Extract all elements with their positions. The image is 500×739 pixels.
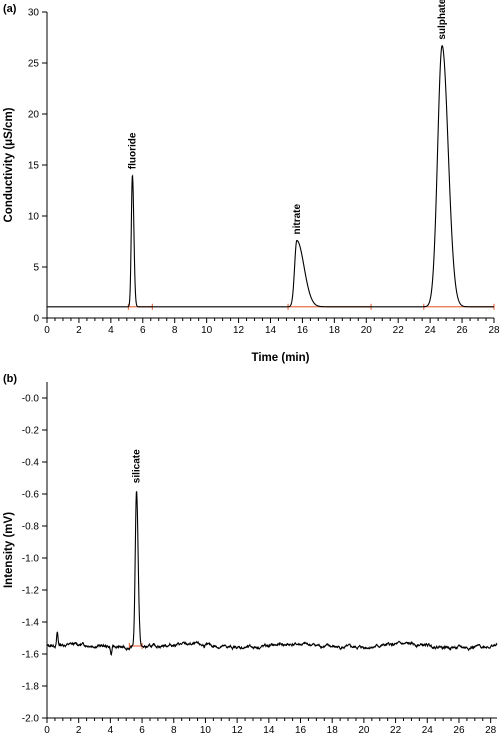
x-tick-label: 24 — [425, 325, 437, 336]
x-tick-label: 10 — [201, 325, 213, 336]
x-tick-label: 26 — [453, 725, 465, 736]
y-tick-label: 10 — [28, 212, 40, 223]
peak-label-sulphate: sulphate — [437, 0, 448, 40]
y-tick-label: 5 — [33, 263, 39, 274]
y-axis-title: Conductivity (μS/cm) — [3, 107, 15, 222]
signal-trace — [47, 45, 494, 308]
x-tick-label: 6 — [139, 725, 145, 736]
y-tick-label: -1.8 — [22, 682, 40, 693]
y-tick-label: -0.8 — [22, 522, 40, 533]
y-tick-label: 0 — [33, 314, 39, 325]
x-tick-label: 2 — [76, 325, 82, 336]
chart-b-intensity: (b) -0.0 -0.2 -0.4 -0.6 -0.8 -1.0 -1.2 -1.4 -1.6 -… — [3, 373, 498, 736]
x-axis-title: Time (min) — [252, 352, 310, 364]
peak-label-fluoride: fluoride — [127, 132, 138, 169]
x-tick-label: 6 — [140, 325, 146, 336]
peak-label-nitrate: nitrate — [292, 203, 303, 234]
y-axis-title: Intensity (mV) — [3, 512, 15, 588]
y-tick-label: -0.6 — [22, 490, 40, 501]
x-tick-label: 2 — [76, 725, 82, 736]
y-tick-label: 30 — [28, 8, 40, 19]
signal-trace — [46, 490, 498, 656]
y-tick-label: -0.0 — [22, 394, 40, 405]
y-tick-label: -0.2 — [22, 426, 40, 437]
y-tick-label: 25 — [28, 59, 40, 70]
x-tick-label: 14 — [263, 725, 275, 736]
x-tick-label: 20 — [358, 725, 370, 736]
x-tick-label: 28 — [485, 725, 497, 736]
x-tick-label: 20 — [361, 325, 373, 336]
x-tick-label: 16 — [297, 325, 309, 336]
x-tick-label: 0 — [44, 325, 50, 336]
x-tick-label: 26 — [457, 325, 469, 336]
x-tick-label: 0 — [44, 725, 50, 736]
y-tick-label: -1.2 — [22, 586, 40, 597]
y-tick-label: -2.0 — [22, 714, 40, 725]
y-tick-label: 15 — [28, 161, 40, 172]
x-tick-label: 18 — [327, 725, 339, 736]
y-tick-label: -1.4 — [22, 618, 40, 629]
panel-label: (a) — [3, 3, 17, 15]
x-tick-label: 24 — [422, 725, 434, 736]
y-tick-label: 20 — [28, 110, 40, 121]
x-tick-label: 4 — [108, 725, 114, 736]
panel-label: (b) — [3, 373, 17, 385]
y-tick-label: -0.4 — [22, 458, 40, 469]
x-tick-label: 12 — [232, 725, 244, 736]
x-tick-label: 4 — [108, 325, 114, 336]
y-tick-label: -1.0 — [22, 554, 40, 565]
x-tick-label: 8 — [172, 325, 178, 336]
peak-label-silicate: silicate — [132, 449, 143, 483]
x-tick-label: 22 — [390, 725, 402, 736]
x-tick-label: 18 — [329, 325, 341, 336]
y-tick-label: -1.6 — [22, 650, 40, 661]
x-tick-label: 8 — [171, 725, 177, 736]
x-tick-label: 28 — [488, 325, 500, 336]
x-tick-label: 16 — [295, 725, 307, 736]
x-tick-label: 12 — [233, 325, 245, 336]
x-tick-label: 10 — [200, 725, 212, 736]
x-tick-label: 14 — [265, 325, 277, 336]
x-tick-label: 22 — [393, 325, 405, 336]
